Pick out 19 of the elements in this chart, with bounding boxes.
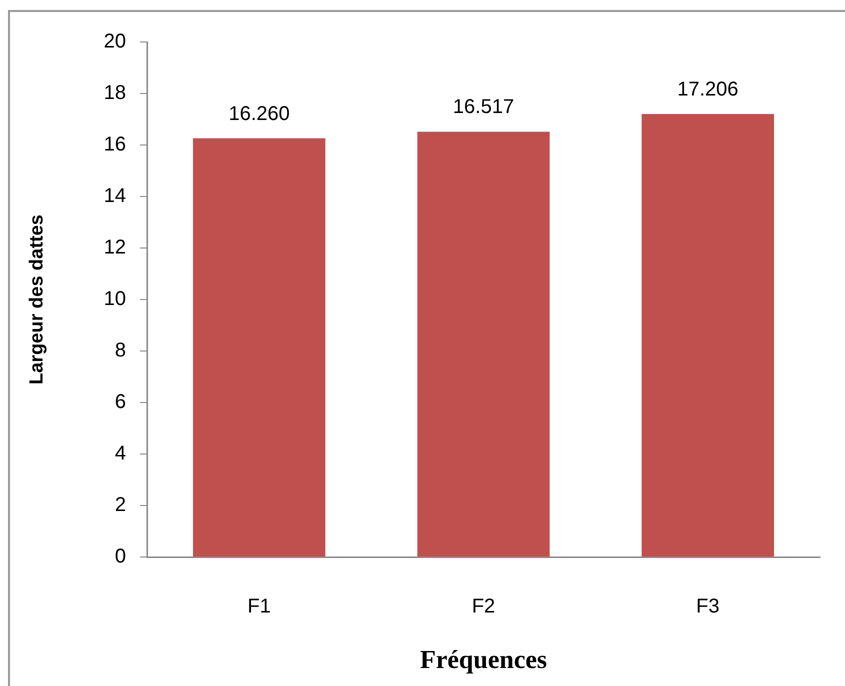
- y-tick-label: 10: [104, 288, 126, 310]
- y-tick-label: 18: [104, 82, 126, 104]
- data-label: 16.517: [452, 96, 514, 118]
- x-tick-label: F1: [247, 596, 271, 618]
- x-tick-label: F2: [472, 596, 496, 618]
- data-label: 17.206: [677, 78, 738, 100]
- y-tick-label: 2: [114, 494, 126, 516]
- y-tick-label: 14: [104, 185, 126, 208]
- y-tick-label: 16: [104, 134, 126, 156]
- data-label: 16.260: [228, 102, 290, 125]
- x-axis-title: Fréquences: [420, 645, 548, 674]
- y-tick-label: 6: [114, 391, 126, 414]
- y-tick-label: 4: [114, 442, 126, 465]
- y-tick-label: 0: [114, 546, 126, 568]
- y-tick-label: 12: [104, 236, 126, 259]
- y-tick-label: 8: [114, 340, 126, 362]
- x-tick-label: F3: [696, 596, 720, 618]
- y-axis-title: Largeur des dattes: [26, 214, 48, 384]
- y-tick-label: 20: [104, 30, 126, 53]
